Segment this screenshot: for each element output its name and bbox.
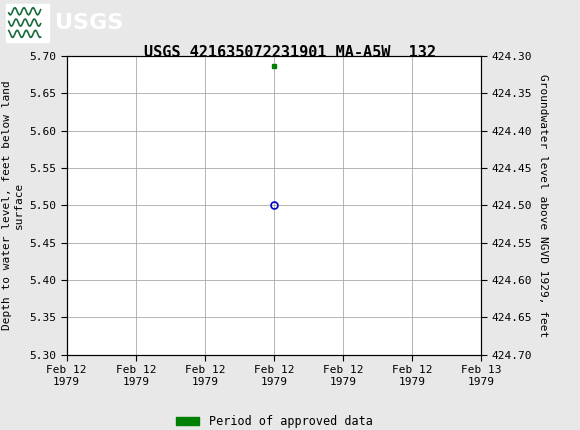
Text: USGS: USGS: [55, 12, 124, 33]
Text: USGS 421635072231901 MA-A5W  132: USGS 421635072231901 MA-A5W 132: [144, 45, 436, 60]
Polygon shape: [6, 3, 49, 42]
Y-axis label: Depth to water level, feet below land
surface: Depth to water level, feet below land su…: [2, 80, 24, 330]
Y-axis label: Groundwater level above NGVD 1929, feet: Groundwater level above NGVD 1929, feet: [538, 74, 548, 337]
Legend: Period of approved data: Period of approved data: [171, 410, 377, 430]
